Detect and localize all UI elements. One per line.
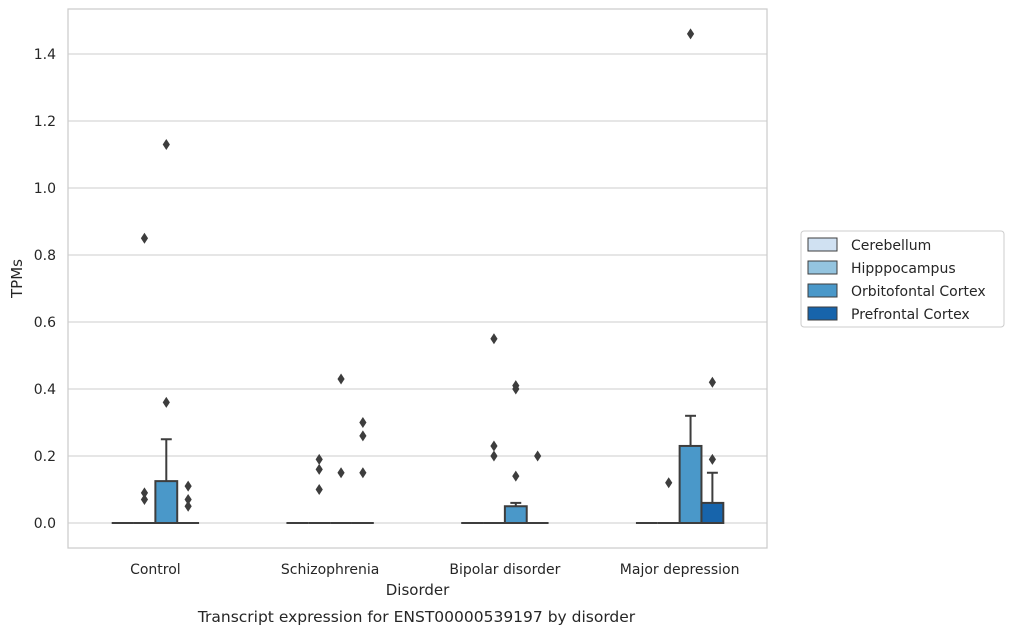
outlier-point [708,376,716,388]
x-tick-label: Major depression [620,562,740,578]
x-tick-label: Bipolar disorder [449,562,560,578]
box-hipppocampus-0 [133,232,156,524]
outlier-point [162,138,170,150]
legend-frame [800,230,1005,328]
outlier-point [140,487,149,499]
outlier-point [184,494,192,506]
outlier-point [708,453,716,465]
outlier-point [162,396,170,408]
x-axis-label: Disorder [386,581,450,599]
y-tick-label: 1.0 [34,181,56,197]
outlier-point [490,440,498,452]
outlier-point [534,450,542,462]
legend-label: Cerebellum [851,238,931,254]
outlier-point [665,477,673,489]
y-tick-label: 0.8 [34,248,56,264]
outlier-point [359,417,367,428]
outlier-point [359,430,367,442]
x-axis-ticks: Control Schizophrenia Bipolar disorder Majo… [130,562,739,578]
plot-area [111,28,725,525]
y-tick-label: 0.6 [34,315,56,331]
outlier-point [490,333,498,345]
box-orbitofontal-cortex-0 [154,138,179,524]
box-body [503,505,528,524]
plot-frame [67,8,768,549]
outlier-point [686,28,695,40]
box-prefrontal-cortex-1 [351,417,374,524]
legend-swatch [807,237,838,252]
box-hipppocampus-2 [483,333,505,524]
legend-label: Orbitofontal Cortex [851,284,986,300]
box-body [678,444,703,525]
legend-swatch [807,283,838,298]
outlier-point [337,467,345,479]
x-tick-label: Schizophrenia [281,562,379,578]
box-body [700,501,725,524]
outlier-point [359,467,367,479]
outlier-point [315,463,323,475]
y-tick-label: 0.2 [34,449,56,465]
legend-swatch [807,306,838,321]
outlier-point [337,373,345,385]
outlier-point [315,453,323,465]
legend-label: Prefrontal Cortex [851,307,970,323]
y-tick-label: 0.4 [34,382,56,398]
y-tick-label: 1.2 [34,114,56,130]
box-hipppocampus-1 [308,453,331,524]
box-hipppocampus-3 [657,477,680,524]
outlier-point [140,494,149,506]
outlier-point [512,470,520,482]
box-orbitofontal-cortex-3 [678,28,703,525]
outlier-point [140,232,149,244]
outlier-point [184,500,192,512]
outlier-point [184,480,192,492]
box-orbitofontal-cortex-2 [503,380,528,524]
y-axis-label: TPMs [8,259,26,299]
y-tick-label: 0.0 [34,516,56,532]
box-prefrontal-cortex-3 [700,376,725,524]
y-axis-ticks: 0.0 0.2 0.4 0.6 0.8 1.0 1.2 1.4 [34,47,56,532]
y-tick-label: 1.4 [34,47,56,63]
outlier-point [490,450,498,462]
legend-label: Hipppocampus [851,261,956,277]
box-orbitofontal-cortex-1 [330,373,352,524]
outlier-point [512,383,520,395]
box-prefrontal-cortex-2 [526,450,549,524]
x-tick-label: Control [130,562,181,578]
box-prefrontal-cortex-0 [177,480,200,524]
outlier-point [315,484,323,495]
chart-caption: Transcript expression for ENST0000053919… [197,608,636,626]
legend: Cerebellum Hipppocampus Orbitofontal Corte… [800,230,1005,328]
box-body [154,480,179,524]
legend-swatch [807,260,838,275]
